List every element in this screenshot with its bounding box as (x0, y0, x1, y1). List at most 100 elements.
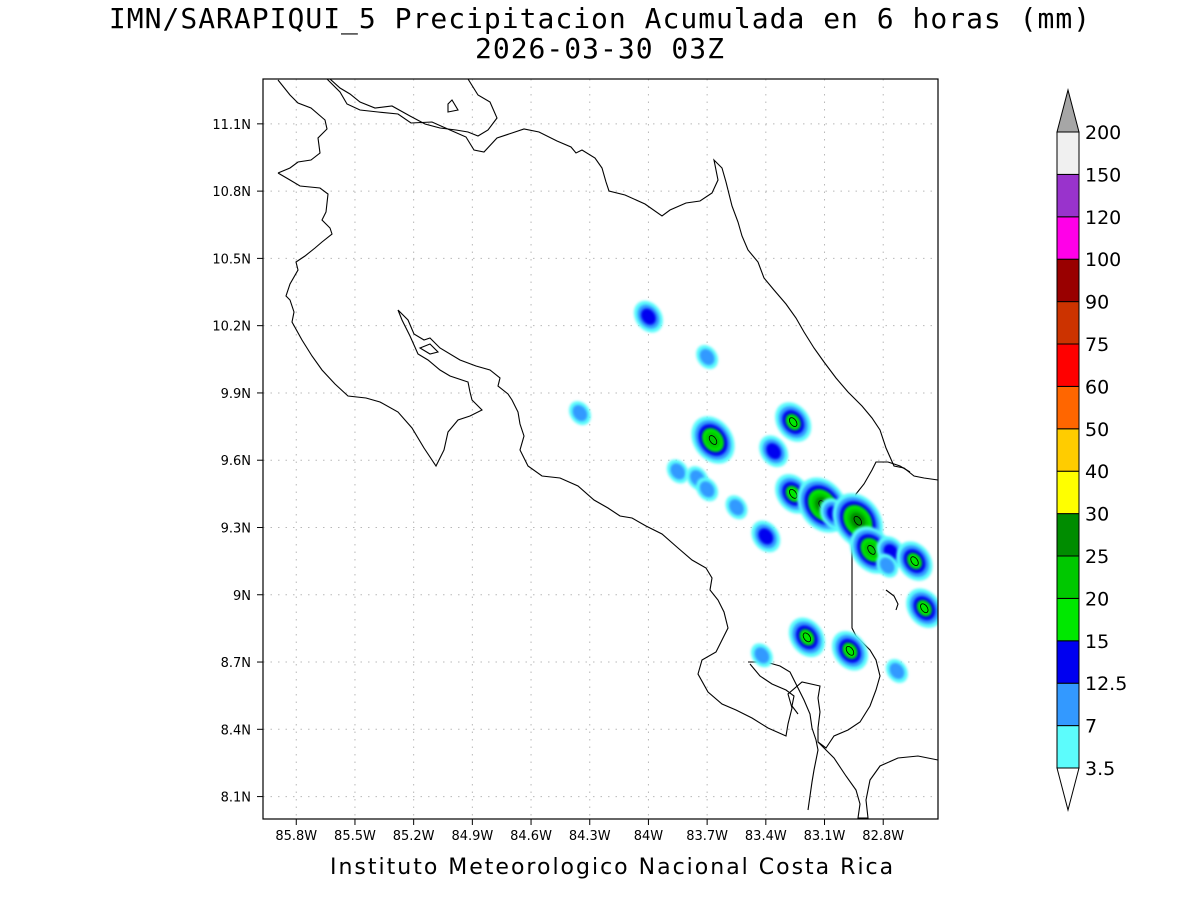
precip-contour-7 (699, 348, 715, 366)
precipitation-cells (568, 300, 938, 683)
precip-cell (666, 459, 689, 484)
lon-tick-label: 83.4W (745, 829, 787, 844)
osa-peninsula (748, 661, 819, 811)
colorbar-swatch (1056, 385, 1080, 430)
lon-tick-label: 85.2W (393, 829, 435, 844)
lon-tick-label: 84.9W (451, 829, 493, 844)
colorbar-label: 100 (1085, 249, 1121, 271)
precip-contour-line (853, 515, 862, 526)
colorbar-label: 60 (1085, 376, 1109, 398)
precip-contour-7 (879, 557, 895, 574)
precip-contour-15 (907, 553, 922, 570)
nicaragua-lake-outline (329, 79, 498, 137)
lon-tick-label: 85.8W (275, 829, 317, 844)
colorbar-swatch (1056, 470, 1080, 515)
precip-contour-line (789, 489, 798, 499)
colorbar-swatch (1056, 597, 1080, 642)
colorbar-top-arrow (1056, 88, 1080, 133)
precip-cell (725, 495, 748, 520)
precip-cell (696, 345, 719, 370)
colorbar-swatch (1056, 725, 1080, 769)
map-title: IMN/SARAPIQUI_5 Precipitacion Acumulada … (108, 2, 1092, 35)
colorbar-swatch (1056, 343, 1080, 387)
precip-contour-line (789, 417, 798, 427)
precip-cell (906, 588, 938, 629)
colorbar-swatch (1056, 216, 1080, 260)
precip-cell (750, 643, 773, 668)
precip-cell (788, 617, 826, 658)
precip-contour-20 (864, 541, 879, 559)
lon-tick-label: 83.1W (804, 829, 846, 844)
coastline-borders (277, 79, 938, 819)
longitude-axis: 85.8W 85.5W 85.2W 84.9W 84.6W 84.3W 84W 83.7W 83… (275, 819, 904, 844)
colorbar-legend: 3.5 7 12.5 15 20 25 30 40 50 60 75 90 100 120 150 200 (1056, 88, 1127, 812)
precip-contour-line (867, 545, 876, 555)
isla-chira (418, 343, 440, 355)
colorbar-label: 15 (1085, 631, 1109, 653)
colorbar-label: 25 (1085, 546, 1109, 568)
precip-cell (775, 402, 812, 442)
lat-tick-label: 9.9N (221, 387, 251, 402)
precip-contour-7 (754, 647, 770, 664)
colorbar-swatch (1056, 173, 1080, 218)
colorbar-label: 40 (1085, 461, 1109, 483)
colorbar-label: 150 (1085, 164, 1121, 186)
precip-contour-25 (850, 512, 866, 529)
lon-tick-label: 84.6W (510, 829, 552, 844)
lon-tick-label: 85.5W (334, 829, 376, 844)
precip-cell (896, 541, 933, 581)
precip-contour-15 (785, 485, 801, 502)
precip-contour-line (920, 603, 929, 614)
colorbar-label: 90 (1085, 292, 1109, 314)
colorbar-swatch (1056, 555, 1080, 599)
precip-contour-line (845, 645, 855, 656)
isla-ometepe (447, 99, 459, 113)
precip-contour-7 (729, 499, 744, 516)
lat-tick-label: 9.3N (221, 521, 251, 536)
lat-tick-label: 10.8N (212, 185, 251, 200)
colorbar-label: 3.5 (1085, 758, 1115, 780)
lat-tick-label: 10.2N (212, 320, 251, 335)
precip-cell (691, 416, 735, 464)
precip-contour-20 (705, 431, 721, 449)
precip-contour-7 (889, 662, 905, 680)
lon-tick-label: 84W (634, 829, 664, 844)
pacific-coast-north (277, 79, 328, 174)
colorbar-swatch (1056, 640, 1080, 684)
lat-tick-label: 11.1N (212, 118, 251, 133)
caribbean-coast-north (326, 79, 729, 217)
colorbar-label: 50 (1085, 419, 1109, 441)
precip-cell (696, 477, 719, 502)
precip-cell (831, 631, 869, 671)
colorbar-swatch (1056, 428, 1080, 472)
colorbar-label: 120 (1085, 207, 1121, 229)
caribbean-coast-south (727, 189, 938, 481)
lat-tick-label: 9N (233, 589, 251, 604)
lat-tick-label: 8.7N (221, 656, 251, 671)
lat-tick-label: 8.1N (221, 791, 251, 806)
latitude-axis: 8.1N 8.4N 8.7N 9N 9.3N 9.6N 9.9N 10.2N 10.5N 10.8… (212, 118, 263, 806)
lat-tick-label: 10.5N (212, 252, 251, 267)
colorbar-swatch (1056, 131, 1080, 175)
precip-contour-line (910, 556, 919, 566)
precip-contour-12.5 (641, 308, 656, 325)
lon-tick-label: 83.7W (686, 829, 728, 844)
map-frame (262, 78, 939, 820)
precip-cell (633, 300, 663, 333)
precip-cell (751, 520, 781, 553)
lon-tick-label: 82.8W (862, 829, 904, 844)
colorbar-label: 7 (1085, 716, 1097, 738)
map-subtitle-date: 2026-03-30 03Z (474, 32, 725, 65)
colorbar-label: 12.5 (1085, 673, 1127, 695)
precip-contour-7 (699, 481, 715, 498)
precip-cell (876, 553, 899, 578)
precip-contour-7 (572, 405, 588, 422)
precip-contour-line (708, 435, 718, 445)
burica-peninsula (817, 741, 938, 819)
colorbar-bottom-arrow (1056, 767, 1080, 812)
colorbar-label: 200 (1085, 122, 1121, 144)
lat-tick-label: 9.6N (221, 454, 251, 469)
colorbar-label: 20 (1085, 588, 1109, 610)
lat-tick-label: 8.4N (221, 723, 251, 738)
